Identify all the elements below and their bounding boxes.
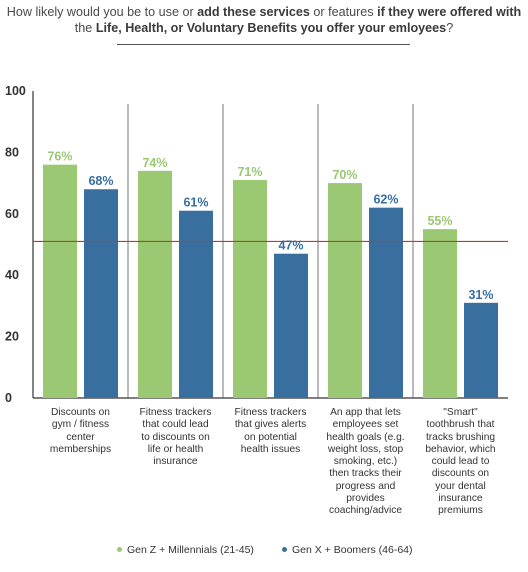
category-label-line: on potential xyxy=(244,431,297,443)
category-label-line: Discounts on xyxy=(51,407,110,418)
bar-series2-3 xyxy=(274,253,308,398)
legend-dot-icon xyxy=(282,546,287,552)
category-label-line: memberships xyxy=(49,443,112,455)
data-label: 71% xyxy=(237,165,262,179)
y-tick-label: 40 xyxy=(5,268,19,282)
bar-series1-4 xyxy=(328,183,362,398)
category-label-line: weight loss, stop xyxy=(327,443,404,455)
x-category-label: "Smart" toothbrush that tracks brushing beh… xyxy=(417,407,505,518)
category-label-line: that gives alerts xyxy=(234,419,307,431)
data-label: 61% xyxy=(183,196,208,210)
category-label-line: then tracks their xyxy=(329,468,402,480)
category-label-line: progress and xyxy=(335,480,396,492)
category-label-line: "Smart" xyxy=(443,407,478,418)
legend-item-series2: Gen X + Boomers (46-64) xyxy=(282,544,413,556)
category-label-line: tracks brushing xyxy=(425,431,496,443)
y-tick-label: 60 xyxy=(5,207,19,221)
category-label-line: insurance xyxy=(153,456,198,468)
data-label: 47% xyxy=(278,239,303,253)
category-label-line: premiums xyxy=(438,505,483,517)
bar-series1-3 xyxy=(233,180,267,398)
legend-item-series1: Gen Z + Millennials (21-45) xyxy=(117,544,254,556)
title-part: ? xyxy=(446,21,454,35)
x-category-label: An app that lets employees set health goal… xyxy=(322,407,410,518)
y-tick-label: 0 xyxy=(5,391,12,405)
data-label: 74% xyxy=(142,156,167,170)
bar-series2-4 xyxy=(369,207,403,398)
y-tick-label: 100 xyxy=(5,84,26,98)
category-label-line: your dental xyxy=(435,480,486,492)
bar-series1-2 xyxy=(138,170,172,398)
category-label-line: to discounts on xyxy=(141,431,210,443)
category-label-line: provides xyxy=(346,493,385,505)
x-category-label: Discounts on gym / fitness center membershi… xyxy=(37,407,125,456)
category-label-line: insurance xyxy=(438,493,483,505)
category-label-line: health goals (e.g. xyxy=(326,431,405,443)
x-category-label: Fitness trackers that gives alerts on pote… xyxy=(227,407,315,456)
bar-series2-1 xyxy=(84,189,118,398)
data-label: 76% xyxy=(47,150,72,164)
title-part: How likely would you be to use or xyxy=(6,5,198,19)
category-label-line: gym / fitness xyxy=(51,419,110,431)
bar-series1-5 xyxy=(423,229,457,398)
data-label: 55% xyxy=(427,214,452,228)
title-part: or features xyxy=(309,5,378,19)
category-label-line: Fitness trackers xyxy=(139,407,212,418)
category-label-line: Fitness trackers xyxy=(234,407,307,418)
data-label: 68% xyxy=(88,174,113,188)
category-label-line: smoking, etc.) xyxy=(333,456,398,468)
legend-label: Gen Z + Millennials (21-45) xyxy=(127,544,254,556)
bar-series1-1 xyxy=(43,164,77,398)
category-label-line: toothbrush that xyxy=(426,419,495,431)
category-label-line: coaching/advice xyxy=(328,505,403,517)
category-label-line: employees set xyxy=(332,419,399,431)
title-emphasis: if they were offered with xyxy=(377,5,522,19)
category-label-line: that could lead xyxy=(142,419,209,431)
category-label-line: health issues xyxy=(240,443,301,455)
x-category-label: Fitness trackers that could lead to discou… xyxy=(132,407,220,468)
category-label-line: could lead to xyxy=(431,456,490,468)
bar-chart: 100 80 60 40 20 0 76% 68% 74% 61% 71% 47% 70% 62% 55% 3… xyxy=(5,84,508,405)
title-emphasis: add these services xyxy=(197,5,310,19)
title-emphasis: Life, Health, or Voluntary Benefits you … xyxy=(95,21,447,35)
bar-series2-2 xyxy=(179,210,213,398)
category-label-line: behavior, which xyxy=(425,443,496,455)
legend-dot-icon xyxy=(117,546,122,552)
bar-series2-5 xyxy=(464,302,498,398)
category-label-line: An app that lets xyxy=(330,407,401,418)
y-tick-label: 20 xyxy=(5,330,19,344)
chart-title: How likely would you be to use or add th… xyxy=(0,4,528,36)
data-label: 31% xyxy=(468,288,493,302)
title-part: the xyxy=(74,21,96,35)
category-label-line: discounts on xyxy=(431,468,490,480)
data-label: 62% xyxy=(373,193,398,207)
legend-label: Gen X + Boomers (46-64) xyxy=(292,544,413,556)
category-label-line: life or health xyxy=(147,443,204,455)
data-label: 70% xyxy=(332,168,357,182)
y-tick-label: 80 xyxy=(5,145,19,159)
title-underline xyxy=(117,44,410,45)
category-label-line: center xyxy=(66,431,95,443)
